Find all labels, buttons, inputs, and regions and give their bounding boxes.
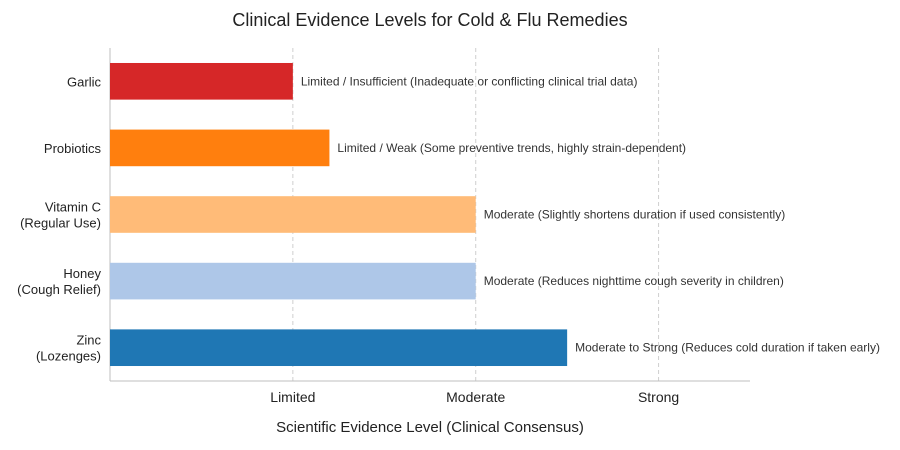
- x-tick-label-2: Strong: [638, 389, 679, 405]
- bar-4: [110, 329, 568, 367]
- data-label-1: Limited / Weak (Some preventive trends, …: [337, 141, 686, 155]
- data-label-3: Moderate (Reduces nighttime cough severi…: [484, 274, 784, 288]
- bar-1: [110, 129, 330, 167]
- x-tick-label-0: Limited: [270, 389, 315, 405]
- data-label-4: Moderate to Strong (Reduces cold duratio…: [575, 341, 880, 355]
- bar-3: [110, 262, 476, 300]
- category-label-4: Zinc (Lozenges): [36, 333, 102, 364]
- category-label-2: Vitamin C (Regular Use): [20, 200, 101, 231]
- bar-2: [110, 196, 476, 233]
- bars: [110, 62, 568, 367]
- data-label-0: Limited / Insufficient (Inadequate or co…: [301, 74, 638, 88]
- bar-0: [110, 62, 293, 100]
- category-label-1: Probiotics: [44, 141, 102, 156]
- category-labels: Garlic Probiotics Vitamin C (Regular Use) Ho…: [17, 74, 101, 363]
- x-tick-labels: Limited Moderate Strong: [270, 389, 679, 405]
- chart-title: Clinical Evidence Levels for Cold & Flu …: [232, 10, 627, 30]
- data-label-2: Moderate (Slightly shortens duration if …: [484, 208, 785, 222]
- x-tick-label-1: Moderate: [446, 389, 505, 405]
- category-label-0: Garlic: [67, 74, 101, 89]
- x-axis-label: Scientific Evidence Level (Clinical Cons…: [276, 419, 584, 436]
- category-label-3: Honey (Cough Relief): [17, 266, 101, 297]
- data-labels: Limited / Insufficient (Inadequate or co…: [301, 74, 880, 354]
